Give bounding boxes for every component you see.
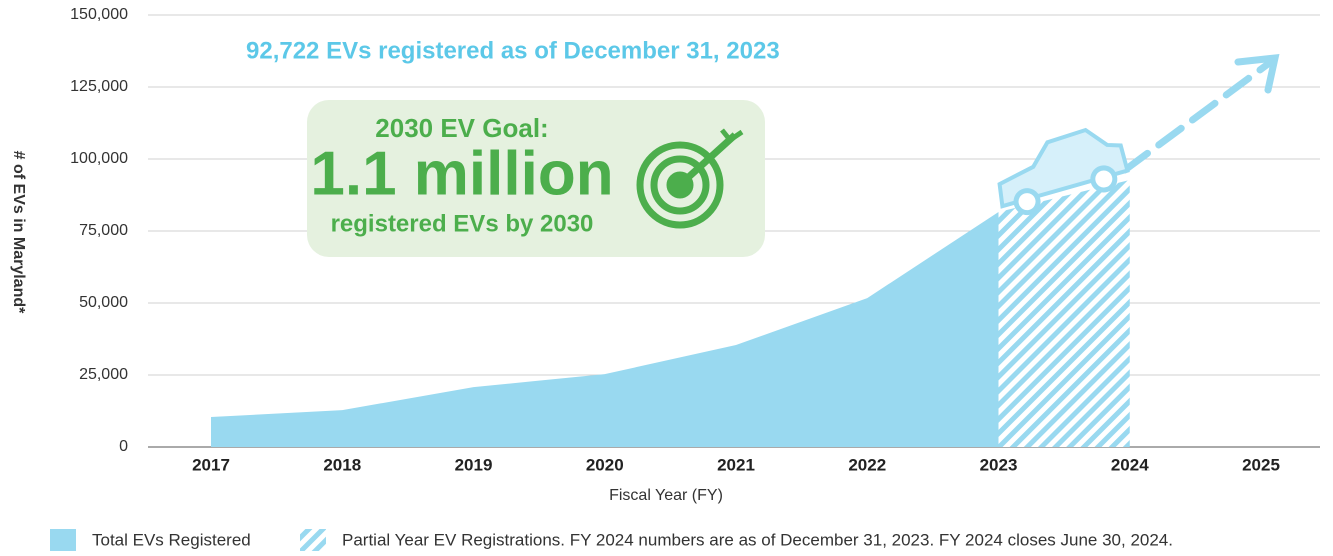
goal-subtitle: registered EVs by 2030 bbox=[331, 210, 594, 237]
goal-headline: 1.1 million bbox=[310, 139, 613, 208]
y-tick-label: 25,000 bbox=[79, 366, 128, 383]
page: {"chart_data": {"type": "area", "annotat… bbox=[0, 0, 1333, 556]
y-tick-label: 125,000 bbox=[70, 78, 128, 95]
legend-label: Total EVs Registered bbox=[92, 530, 251, 549]
area bbox=[999, 180, 1130, 447]
legend-label: Partial Year EV Registrations. FY 2024 n… bbox=[342, 530, 1173, 549]
x-tick-label: 2023 bbox=[980, 455, 1018, 474]
y-tick-label: 0 bbox=[119, 438, 128, 455]
x-axis-label: Fiscal Year (FY) bbox=[609, 487, 723, 504]
goal-title: 2030 EV Goal: bbox=[375, 113, 548, 143]
y-axis-label: # of EVs in Maryland* bbox=[10, 151, 27, 314]
legend-swatch bbox=[50, 529, 76, 551]
chart: 0 25,000 50,000 75,000 100,000 125,000 150,000… bbox=[0, 0, 1333, 556]
annotation: 92,722 EVs registered as of December 31,… bbox=[246, 37, 780, 64]
y-tick-label: 50,000 bbox=[79, 294, 128, 311]
x-tick-label: 2018 bbox=[323, 455, 361, 474]
x-tick-label: 2021 bbox=[717, 455, 755, 474]
x-tick-label: 2020 bbox=[586, 455, 624, 474]
x-tick-label: 2019 bbox=[455, 455, 493, 474]
y-tick-label: 100,000 bbox=[70, 150, 128, 167]
trend-arrow bbox=[1125, 58, 1275, 170]
x-tick-label: 2017 bbox=[192, 455, 230, 474]
x-tick-label: 2024 bbox=[1111, 455, 1149, 474]
x-tick-label: 2022 bbox=[848, 455, 886, 474]
legend-swatch bbox=[300, 529, 326, 551]
y-tick-label: 75,000 bbox=[79, 222, 128, 239]
x-tick-label: 2025 bbox=[1242, 455, 1280, 474]
legend: Total EVs Registered Partial Year EV Regi… bbox=[50, 529, 1173, 551]
y-tick-label: 150,000 bbox=[70, 6, 128, 23]
